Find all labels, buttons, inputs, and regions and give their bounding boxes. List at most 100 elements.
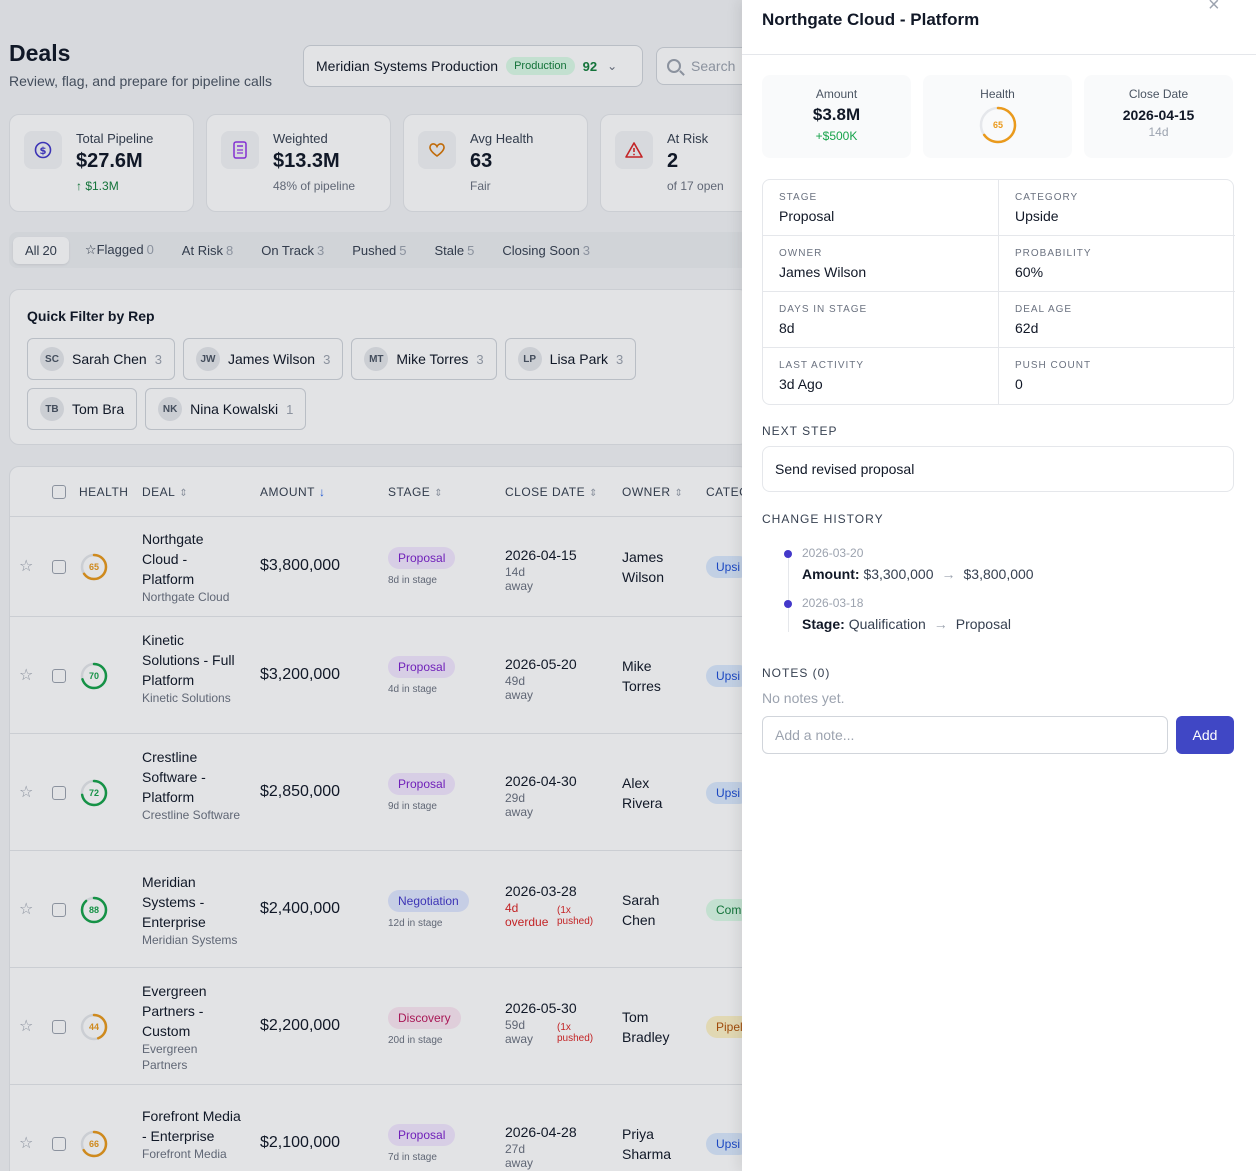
push-count: (1x pushed): [557, 1021, 594, 1044]
deal-owner: Mike Torres: [622, 657, 661, 694]
health-ring: 65: [80, 553, 108, 581]
deal-name[interactable]: Kinetic Solutions - Full Platform: [142, 631, 235, 688]
close-date: 2026-04-15: [505, 547, 577, 563]
table-row[interactable]: ☆ 70 Kinetic Solutions - Full Platform Kine…: [10, 617, 748, 734]
tab-at-risk[interactable]: At Risk 8: [181, 242, 234, 258]
deal-amount: $2,100,000: [260, 1133, 341, 1151]
next-step-label: NEXT STEP: [762, 424, 838, 438]
star-icon[interactable]: ☆: [19, 558, 34, 575]
col-deal[interactable]: DEAL ⇕: [142, 485, 189, 499]
page-header: Deals Review, flag, and prepare for pipe…: [9, 40, 272, 89]
svg-text:66: 66: [89, 1139, 99, 1149]
row-checkbox[interactable]: [52, 560, 66, 574]
avatar: LP: [517, 347, 542, 371]
change-history-label: CHANGE HISTORY: [762, 512, 884, 526]
health-ring: 70: [80, 662, 108, 689]
close-away: 29d away: [505, 790, 534, 819]
sort-icon: ⇕: [179, 488, 189, 499]
deal-name[interactable]: Crestline Software - Platform: [142, 748, 206, 805]
select-all-checkbox[interactable]: [52, 485, 66, 499]
stat-health: Health 65: [923, 75, 1072, 158]
category-badge: Com: [706, 898, 748, 921]
modal-overlay[interactable]: [0, 0, 742, 1171]
sort-icon: ⇕: [589, 488, 599, 499]
health-ring: 66: [80, 1130, 108, 1157]
svg-text:65: 65: [89, 562, 99, 572]
star-icon[interactable]: ☆: [19, 666, 34, 684]
deal-amount: $3,800,000: [260, 557, 341, 574]
table-row[interactable]: ☆ 65 Northgate Cloud - Platform Northgate C…: [10, 517, 748, 617]
row-checkbox[interactable]: [52, 902, 66, 917]
star-icon[interactable]: ☆: [19, 1134, 34, 1152]
col-close-date[interactable]: CLOSE DATE ⇕: [505, 485, 599, 499]
table-row[interactable]: ☆ 66 Forefront Media - Enterprise Forefront…: [10, 1085, 748, 1171]
rep-chip[interactable]: NK Nina Kowalski 1: [145, 388, 307, 430]
row-checkbox[interactable]: [52, 1136, 66, 1151]
rep-chip[interactable]: MT Mike Torres 3: [351, 338, 497, 380]
history-timeline: [788, 552, 789, 632]
no-notes-text: No notes yet.: [762, 690, 845, 706]
svg-text:$: $: [40, 146, 47, 157]
search-icon: [667, 59, 681, 73]
close-date: 2026-04-30: [505, 772, 577, 789]
deal-amount: $3,200,000: [260, 665, 341, 683]
page-title: Deals: [9, 40, 71, 66]
category-badge: Upsi: [706, 781, 748, 804]
add-note-button[interactable]: Add: [1176, 716, 1234, 754]
deal-name[interactable]: Meridian Systems - Enterprise: [142, 873, 206, 930]
environment-select[interactable]: Meridian Systems Production Production 9…: [303, 45, 643, 87]
tab-stale[interactable]: Stale 5: [434, 242, 475, 258]
close-date: 2026-03-28: [505, 882, 577, 899]
avatar: SC: [40, 347, 64, 371]
row-checkbox[interactable]: [52, 668, 66, 683]
deal-amount: $2,850,000: [260, 782, 341, 800]
tab-closing-soon[interactable]: Closing Soon 3: [502, 242, 590, 258]
star-icon[interactable]: ☆: [19, 1017, 34, 1035]
days-in-stage: 7d in stage: [388, 1151, 437, 1163]
dollar-icon: $: [24, 131, 62, 169]
deal-name[interactable]: Forefront Media - Enterprise: [142, 1107, 241, 1144]
tab-all[interactable]: All 20: [13, 236, 69, 264]
tab-pushed[interactable]: Pushed 5: [352, 242, 407, 258]
stage-badge: Proposal: [388, 547, 456, 569]
tab-flagged[interactable]: ☆Flagged 0: [84, 242, 154, 257]
col-stage[interactable]: STAGE ⇕: [388, 485, 444, 499]
rep-chip[interactable]: LP Lisa Park 3: [504, 338, 637, 380]
table-row[interactable]: ☆ 44 Evergreen Partners - Custom Evergreen …: [10, 968, 748, 1085]
table-row[interactable]: ☆ 88 Meridian Systems - Enterprise Meridian…: [10, 851, 748, 968]
rep-chip[interactable]: JW James Wilson 3: [182, 338, 344, 380]
kpi-total-pipeline: $ Total Pipeline $27.6M ↑ $1.3M: [9, 114, 194, 212]
deal-stats: Amount $3.8M +$500K Health 65 Close Date…: [762, 75, 1233, 158]
rep-chip[interactable]: SC Sarah Chen 3: [27, 338, 175, 380]
deal-company: Crestline Software: [142, 807, 241, 822]
note-input[interactable]: [762, 716, 1168, 754]
avatar: NK: [158, 397, 183, 421]
tab-on-track[interactable]: On Track 3: [261, 242, 325, 258]
environment-score: 92: [582, 58, 598, 74]
close-away: 59d away: [505, 1017, 534, 1046]
environment-name: Meridian Systems Production: [316, 58, 499, 74]
deal-company: Evergreen Partners: [142, 1041, 198, 1072]
col-health[interactable]: HEALTH: [79, 485, 129, 499]
col-amount[interactable]: AMOUNT ↓: [260, 485, 326, 499]
deal-name[interactable]: Northgate Cloud - Platform: [142, 531, 204, 587]
warning-icon: [615, 131, 653, 169]
deal-company: Kinetic Solutions: [142, 690, 231, 705]
deal-name[interactable]: Evergreen Partners - Custom: [142, 982, 207, 1039]
svg-text:65: 65: [992, 120, 1002, 130]
rep-chip[interactable]: TB Tom Bra: [27, 388, 138, 430]
row-checkbox[interactable]: [52, 785, 66, 800]
notes-label: NOTES (0): [762, 666, 831, 680]
category-badge: Upsi: [706, 1132, 748, 1155]
star-icon[interactable]: ☆: [19, 783, 34, 801]
days-in-stage: 12d in stage: [388, 917, 443, 929]
svg-text:72: 72: [89, 788, 99, 798]
col-category[interactable]: CATEG: [706, 485, 749, 499]
col-owner[interactable]: OWNER ⇕: [622, 485, 684, 499]
row-checkbox[interactable]: [52, 1019, 66, 1034]
deal-amount: $2,400,000: [260, 899, 341, 917]
table-row[interactable]: ☆ 72 Crestline Software - Platform Crestlin…: [10, 734, 748, 851]
star-icon[interactable]: ☆: [19, 900, 34, 918]
arrow-right-icon: →: [941, 566, 956, 582]
close-icon[interactable]: ×: [1208, 0, 1220, 16]
